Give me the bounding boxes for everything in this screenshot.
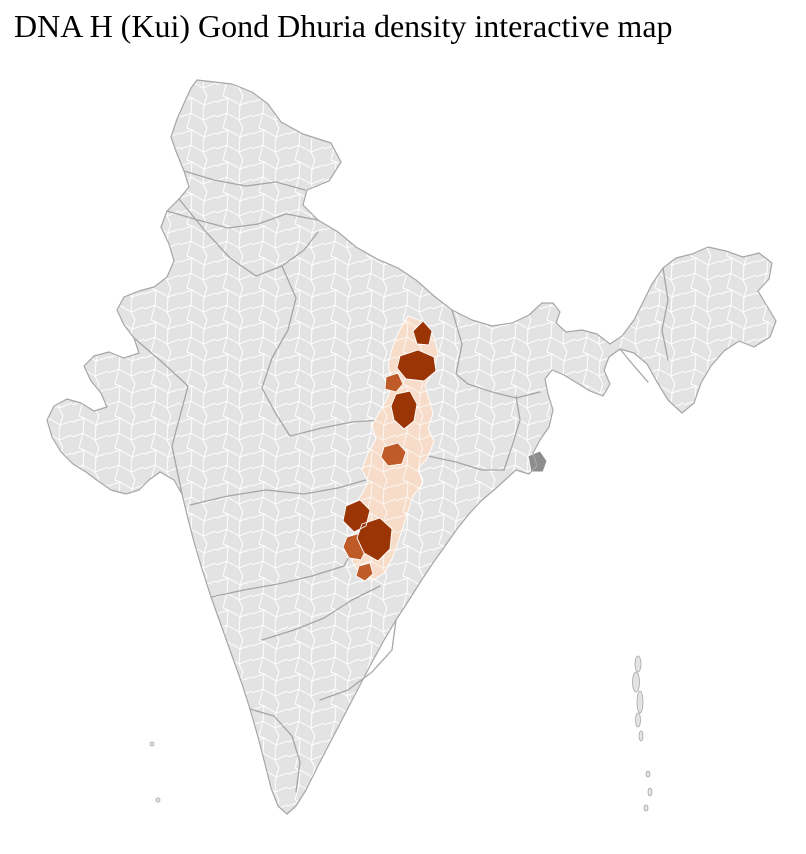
lakshadweep-islands[interactable] [149, 741, 161, 803]
page-title: DNA H (Kui) Gond Dhuria density interact… [14, 8, 673, 44]
density-region-medium[interactable] [342, 372, 407, 582]
india-national-outline [46, 79, 777, 815]
density-region-high[interactable] [342, 320, 437, 562]
andaman-islands[interactable] [632, 655, 653, 812]
metro-district-gray[interactable] [527, 450, 548, 473]
